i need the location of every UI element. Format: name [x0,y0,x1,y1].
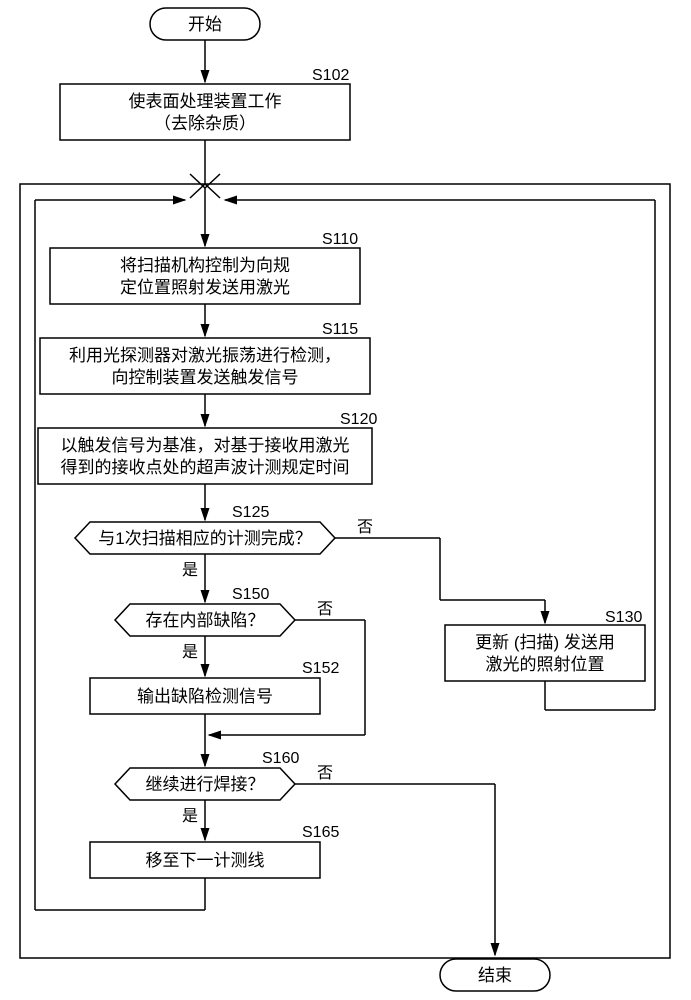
decision-s160: 继续进行焊接？ [115,768,295,800]
label-s115: S115 [322,321,358,338]
process-s165: 移至下一计测线 [90,842,320,878]
label-s120: S120 [340,411,377,428]
process-s110-line2: 定位置照射发送用激光 [120,278,290,297]
label-s110: S110 [322,231,358,248]
terminal-end: 结束 [440,959,550,991]
process-s120-line1: 以触发信号为基准，对基于接收用激光 [61,436,350,455]
label-s165: S165 [302,824,339,841]
process-s102-line2: （去除杂质） [154,114,256,133]
decision-s125: 与1次扫描相应的计测完成？ [75,522,335,554]
decision-s150-text: 存在内部缺陷？ [146,611,265,630]
process-s165-text: 移至下一计测线 [146,851,265,870]
process-s115-line1: 利用光探测器对激光振荡进行检测， [69,346,341,365]
branch-no: 否 [317,601,333,618]
label-s152: S152 [302,660,339,677]
process-s115: 利用光探测器对激光振荡进行检测， 向控制装置发送触发信号 [40,338,370,394]
decision-s125-text: 与1次扫描相应的计测完成？ [98,529,311,548]
label-s150: S150 [232,586,269,603]
process-s102-line1: 使表面处理装置工作 [129,91,282,111]
process-s152-text: 输出缺陷检测信号 [137,687,273,706]
terminal-end-text: 结束 [478,966,512,985]
terminal-start-text: 开始 [188,15,222,34]
decision-s150: 存在内部缺陷？ [115,604,295,636]
process-s130-line1: 更新 (扫描) 发送用 [475,633,615,652]
process-s110-line1: 将扫描机构控制为向规 [120,256,290,275]
process-s130-line2: 激光的照射位置 [486,655,605,674]
process-s120-line2: 得到的接收点处的超声波计测规定时间 [61,458,350,477]
branch-yes: 是 [182,808,198,825]
process-s120: 以触发信号为基准，对基于接收用激光 得到的接收点处的超声波计测规定时间 [38,428,372,484]
branch-yes: 是 [182,562,198,579]
label-s160: S160 [262,750,299,767]
label-s102: S102 [312,67,349,84]
process-s115-line2: 向控制装置发送触发信号 [112,368,299,387]
branch-yes: 是 [182,644,198,661]
flowchart: 开始 S102 使表面处理装置工作 （去除杂质） S110 将扫描机构控制为向规… [0,0,691,1000]
terminal-start: 开始 [150,8,260,40]
process-s152: 输出缺陷检测信号 [90,678,320,714]
label-s125: S125 [232,504,269,521]
process-s110: 将扫描机构控制为向规 定位置照射发送用激光 [50,248,360,304]
branch-no: 否 [357,519,373,536]
decision-s160-text: 继续进行焊接？ [146,775,265,794]
process-s130: 更新 (扫描) 发送用 激光的照射位置 [445,625,645,681]
label-s130: S130 [605,609,642,626]
process-s102: 使表面处理装置工作 （去除杂质） [60,84,350,140]
branch-no: 否 [317,765,333,782]
